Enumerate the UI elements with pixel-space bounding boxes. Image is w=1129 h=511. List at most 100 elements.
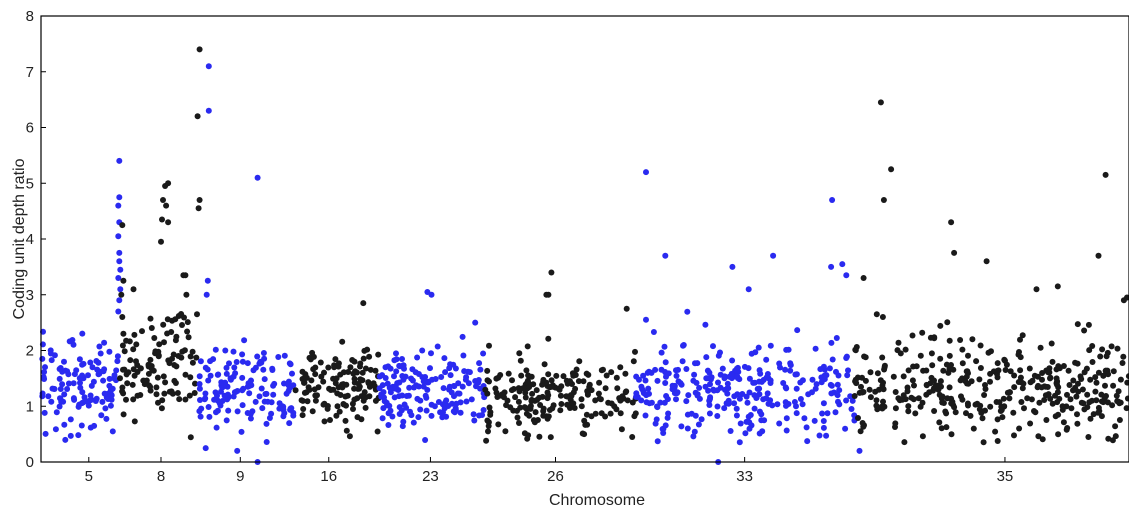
data-point [1041, 397, 1048, 403]
data-point [417, 397, 424, 404]
data-point [521, 430, 528, 437]
data-point [1081, 406, 1088, 413]
data-point [384, 380, 391, 387]
data-point [654, 438, 661, 445]
data-point [724, 390, 731, 397]
data-point [350, 406, 356, 412]
data-point [804, 438, 811, 445]
data-point [286, 420, 293, 427]
data-point [737, 420, 744, 427]
data-point [89, 364, 96, 371]
data-point [289, 370, 295, 377]
y-tick-label: 1 [26, 398, 34, 415]
data-point [239, 374, 246, 381]
outlier-point [880, 197, 887, 203]
data-point [793, 371, 800, 378]
data-point [1104, 349, 1111, 356]
data-point [943, 424, 950, 431]
data-point [302, 372, 309, 379]
data-point [588, 387, 595, 394]
outlier-point [116, 194, 123, 201]
data-point [40, 374, 47, 381]
data-point [1085, 434, 1092, 440]
data-point [184, 319, 191, 326]
data-point [495, 374, 502, 381]
data-point [114, 358, 121, 365]
data-point [739, 391, 746, 397]
data-point [1054, 389, 1061, 396]
data-point [61, 391, 68, 398]
data-point [586, 381, 593, 388]
data-point [706, 410, 713, 417]
data-point [1031, 408, 1037, 414]
data-point [541, 361, 548, 368]
data-point [360, 355, 367, 362]
data-point [310, 353, 317, 360]
data-point [219, 398, 226, 404]
data-point [1064, 391, 1070, 398]
data-point [1102, 382, 1108, 389]
data-point [61, 358, 67, 365]
data-point [401, 401, 408, 408]
data-point [179, 322, 185, 328]
data-point [946, 352, 953, 359]
data-point [333, 375, 340, 382]
data-point [992, 428, 999, 435]
data-point [1125, 373, 1129, 380]
outlier-point [119, 314, 126, 320]
data-point [1059, 406, 1066, 413]
data-point [413, 382, 420, 389]
data-point [909, 332, 916, 339]
data-point [787, 360, 794, 367]
data-point [364, 346, 371, 353]
data-point [57, 386, 64, 392]
data-point [1010, 409, 1017, 416]
data-point [905, 367, 912, 374]
data-point [564, 393, 571, 400]
outlier-point [1033, 286, 1040, 293]
data-point [900, 373, 907, 380]
data-point [959, 360, 966, 367]
data-point [207, 358, 214, 365]
data-point [248, 382, 255, 389]
data-point [47, 350, 54, 357]
outlier-point [116, 157, 123, 164]
data-point [578, 396, 585, 403]
data-point [982, 407, 988, 414]
data-point [179, 348, 186, 355]
data-point [131, 372, 138, 379]
data-point [685, 392, 692, 399]
data-point [121, 348, 128, 355]
data-point [664, 414, 671, 421]
data-point [536, 433, 543, 440]
outlier-point [203, 291, 210, 298]
data-point [238, 428, 245, 435]
data-point [618, 426, 625, 433]
data-point [836, 401, 843, 408]
data-point [1081, 369, 1088, 376]
data-point [290, 412, 297, 419]
data-point [512, 394, 519, 401]
data-point [518, 372, 525, 379]
data-point [432, 376, 439, 382]
data-point [1034, 373, 1041, 380]
data-point [480, 407, 487, 413]
data-point [675, 378, 682, 385]
data-point [202, 395, 209, 402]
data-point [968, 378, 975, 385]
data-point [409, 366, 416, 373]
data-point [41, 369, 48, 375]
data-point [266, 415, 273, 421]
data-point [71, 371, 78, 378]
data-point [1042, 383, 1049, 390]
data-point [476, 360, 483, 367]
data-point [823, 432, 830, 439]
data-point [861, 353, 868, 360]
data-point [1092, 388, 1099, 395]
data-point [595, 390, 602, 397]
data-point [1011, 384, 1018, 391]
data-point [292, 387, 299, 394]
data-point [1109, 402, 1116, 409]
outlier-point [115, 233, 122, 240]
data-point [1093, 379, 1100, 386]
